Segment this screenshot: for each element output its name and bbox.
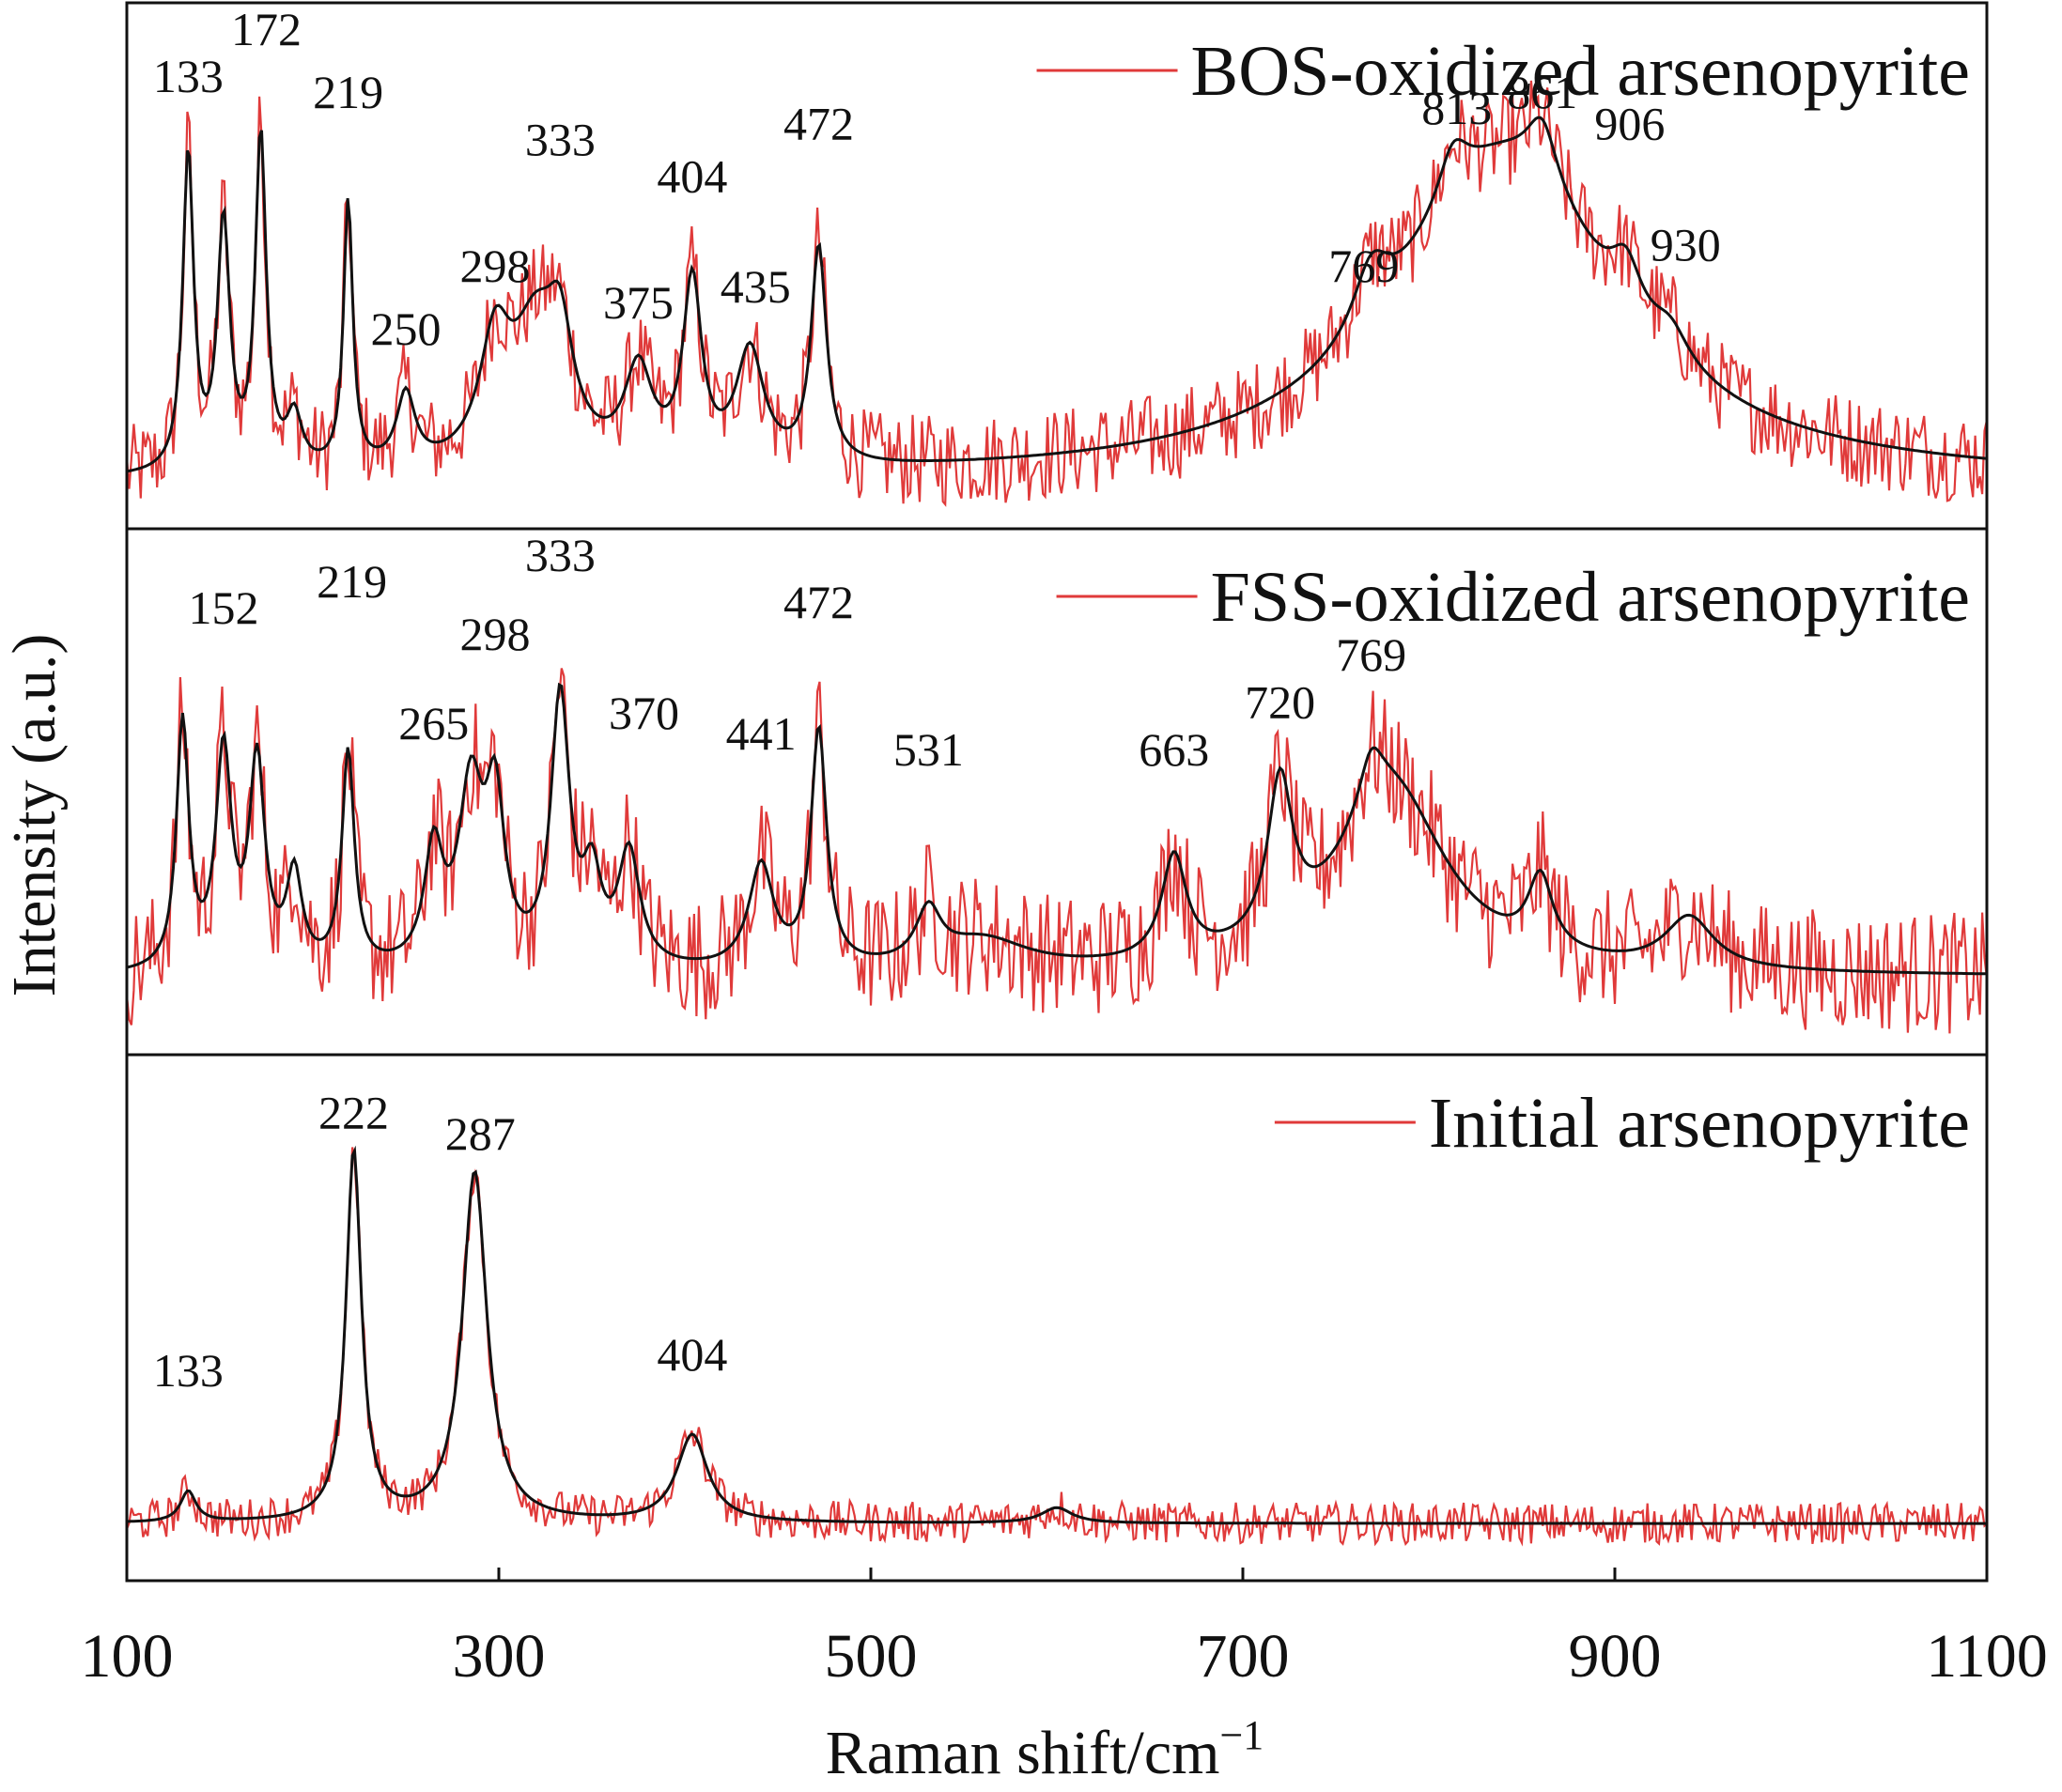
peak-label: 133 [153, 1344, 224, 1397]
legend-label-3: Initial arsenopyrite [1429, 1084, 1970, 1163]
panel-frame-3 [125, 1053, 1989, 1583]
series-smoothed-line-2 [126, 682, 1987, 976]
x-tick-label: 900 [1569, 1622, 1662, 1691]
peak-label: 404 [657, 150, 727, 203]
series-raw-line-1 [125, 80, 1989, 507]
peak-label: 769 [1336, 628, 1406, 681]
series-smoothed-line-3 [126, 1145, 1987, 1525]
peak-label: 133 [153, 50, 224, 102]
peak-label: 152 [188, 581, 258, 634]
legend-label-2: FSS-oxidized arsenopyrite [1211, 558, 1970, 637]
x-tick-label: 500 [825, 1622, 918, 1691]
legend-label-1: BOS-oxidized arsenopyrite [1191, 32, 1970, 111]
peak-label: 472 [783, 98, 854, 150]
peak-label: 219 [317, 555, 387, 608]
peak-label: 265 [398, 697, 469, 749]
peak-label: 219 [313, 66, 383, 118]
peak-label: 435 [721, 260, 791, 313]
peak-label: 930 [1651, 218, 1721, 270]
peak-label: 298 [460, 608, 531, 660]
peak-label: 472 [783, 576, 854, 628]
legends: BOS-oxidized arsenopyrite FSS-oxidized ar… [1036, 32, 1970, 1163]
peak-label: 222 [318, 1086, 389, 1138]
peak-label: 861 [1507, 66, 1577, 118]
peak-label: 287 [445, 1107, 516, 1160]
series-smoothed-line-1 [126, 116, 1988, 473]
plot-area [125, 80, 1989, 1547]
x-tick-label: 300 [453, 1622, 546, 1691]
peak-label: 906 [1594, 98, 1665, 150]
x-axis-title-superscript: −1 [1219, 1712, 1264, 1758]
x-tick-label: 700 [1197, 1622, 1290, 1691]
peak-label: 769 [1328, 239, 1399, 292]
peak-label: 404 [657, 1328, 727, 1381]
x-tick-label: 1100 [1926, 1622, 2048, 1691]
y-axis-title: Intensity (a.u.) [0, 634, 69, 997]
peak-label: 720 [1245, 676, 1315, 729]
peak-label: 531 [893, 723, 964, 776]
peak-label: 333 [525, 529, 596, 581]
peak-label: 298 [460, 239, 531, 292]
peak-label: 370 [609, 687, 679, 739]
peak-label: 375 [603, 276, 674, 329]
peak-label: 172 [231, 3, 302, 55]
peak-label: 441 [726, 707, 797, 760]
peak-label: 250 [371, 302, 442, 355]
x-axis-title: Raman shift/cm−1 [826, 1712, 1264, 1787]
peak-label: 663 [1139, 723, 1209, 776]
series-raw-line-3 [125, 1147, 1988, 1547]
x-tick-label: 100 [81, 1622, 174, 1691]
peak-label: 333 [525, 113, 596, 165]
peak-label: 813 [1421, 82, 1492, 134]
